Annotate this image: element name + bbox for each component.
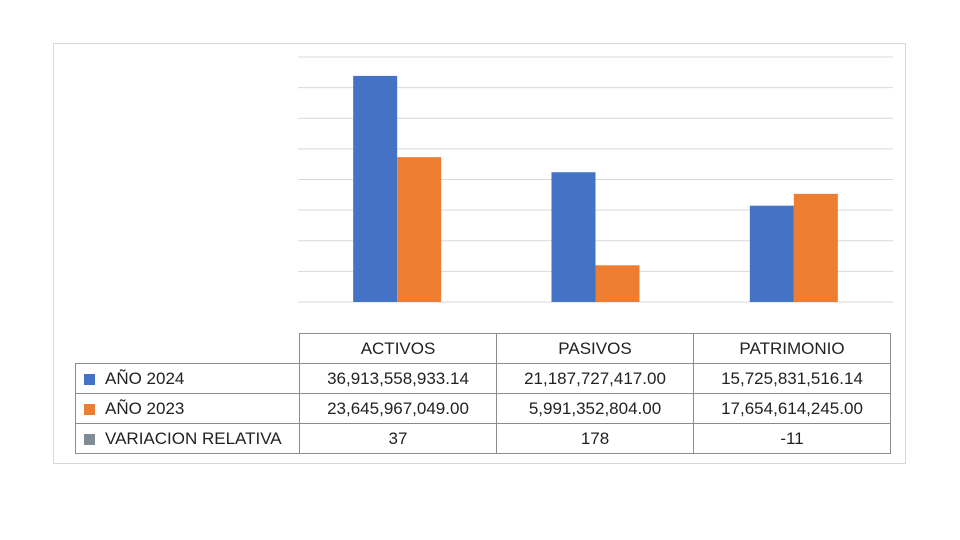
row-header-variacion: VARIACION RELATIVA [75, 423, 300, 454]
table-cell: 37 [299, 423, 497, 454]
row-header-2024: AÑO 2024 [75, 363, 300, 394]
table-header-row: ACTIVOS PASIVOS PATRIMONIO [75, 333, 891, 364]
bar-activos-2023 [397, 157, 442, 302]
bar-patrimonio-2023 [793, 193, 838, 302]
chart-area [53, 43, 906, 464]
bar-pasivos-2024 [551, 172, 596, 302]
table-cell: 15,725,831,516.14 [693, 363, 891, 394]
legend-swatch-2023 [84, 403, 95, 415]
row-header-2023: AÑO 2023 [75, 393, 300, 424]
table-cell: 23,645,967,049.00 [299, 393, 497, 424]
table-row-2024: AÑO 2024 36,913,558,933.14 21,187,727,41… [75, 363, 891, 394]
table-cell: 178 [496, 423, 694, 454]
table-cell: -11 [693, 423, 891, 454]
table-cell: 21,187,727,417.00 [496, 363, 694, 394]
table-cell: 36,913,558,933.14 [299, 363, 497, 394]
table-cell: 5,991,352,804.00 [496, 393, 694, 424]
bar-patrimonio-2024 [749, 205, 794, 302]
row-label: AÑO 2023 [105, 398, 185, 418]
bar-pasivos-2023 [595, 265, 640, 302]
column-header-activos: ACTIVOS [299, 333, 497, 364]
column-header-pasivos: PASIVOS [496, 333, 694, 364]
bar-activos-2024 [353, 75, 398, 302]
row-label: AÑO 2024 [105, 368, 185, 388]
legend-swatch-2024 [84, 373, 95, 385]
table-row-2023: AÑO 2023 23,645,967,049.00 5,991,352,804… [75, 393, 891, 424]
row-label: VARIACION RELATIVA [105, 428, 282, 448]
legend-swatch-variacion [84, 433, 95, 445]
table-row-variacion: VARIACION RELATIVA 37 178 -11 [75, 423, 891, 454]
table-cell: 17,654,614,245.00 [693, 393, 891, 424]
table-corner [75, 333, 300, 364]
data-table: ACTIVOS PASIVOS PATRIMONIO AÑO 2024 36,9… [75, 333, 891, 454]
column-header-patrimonio: PATRIMONIO [693, 333, 891, 364]
